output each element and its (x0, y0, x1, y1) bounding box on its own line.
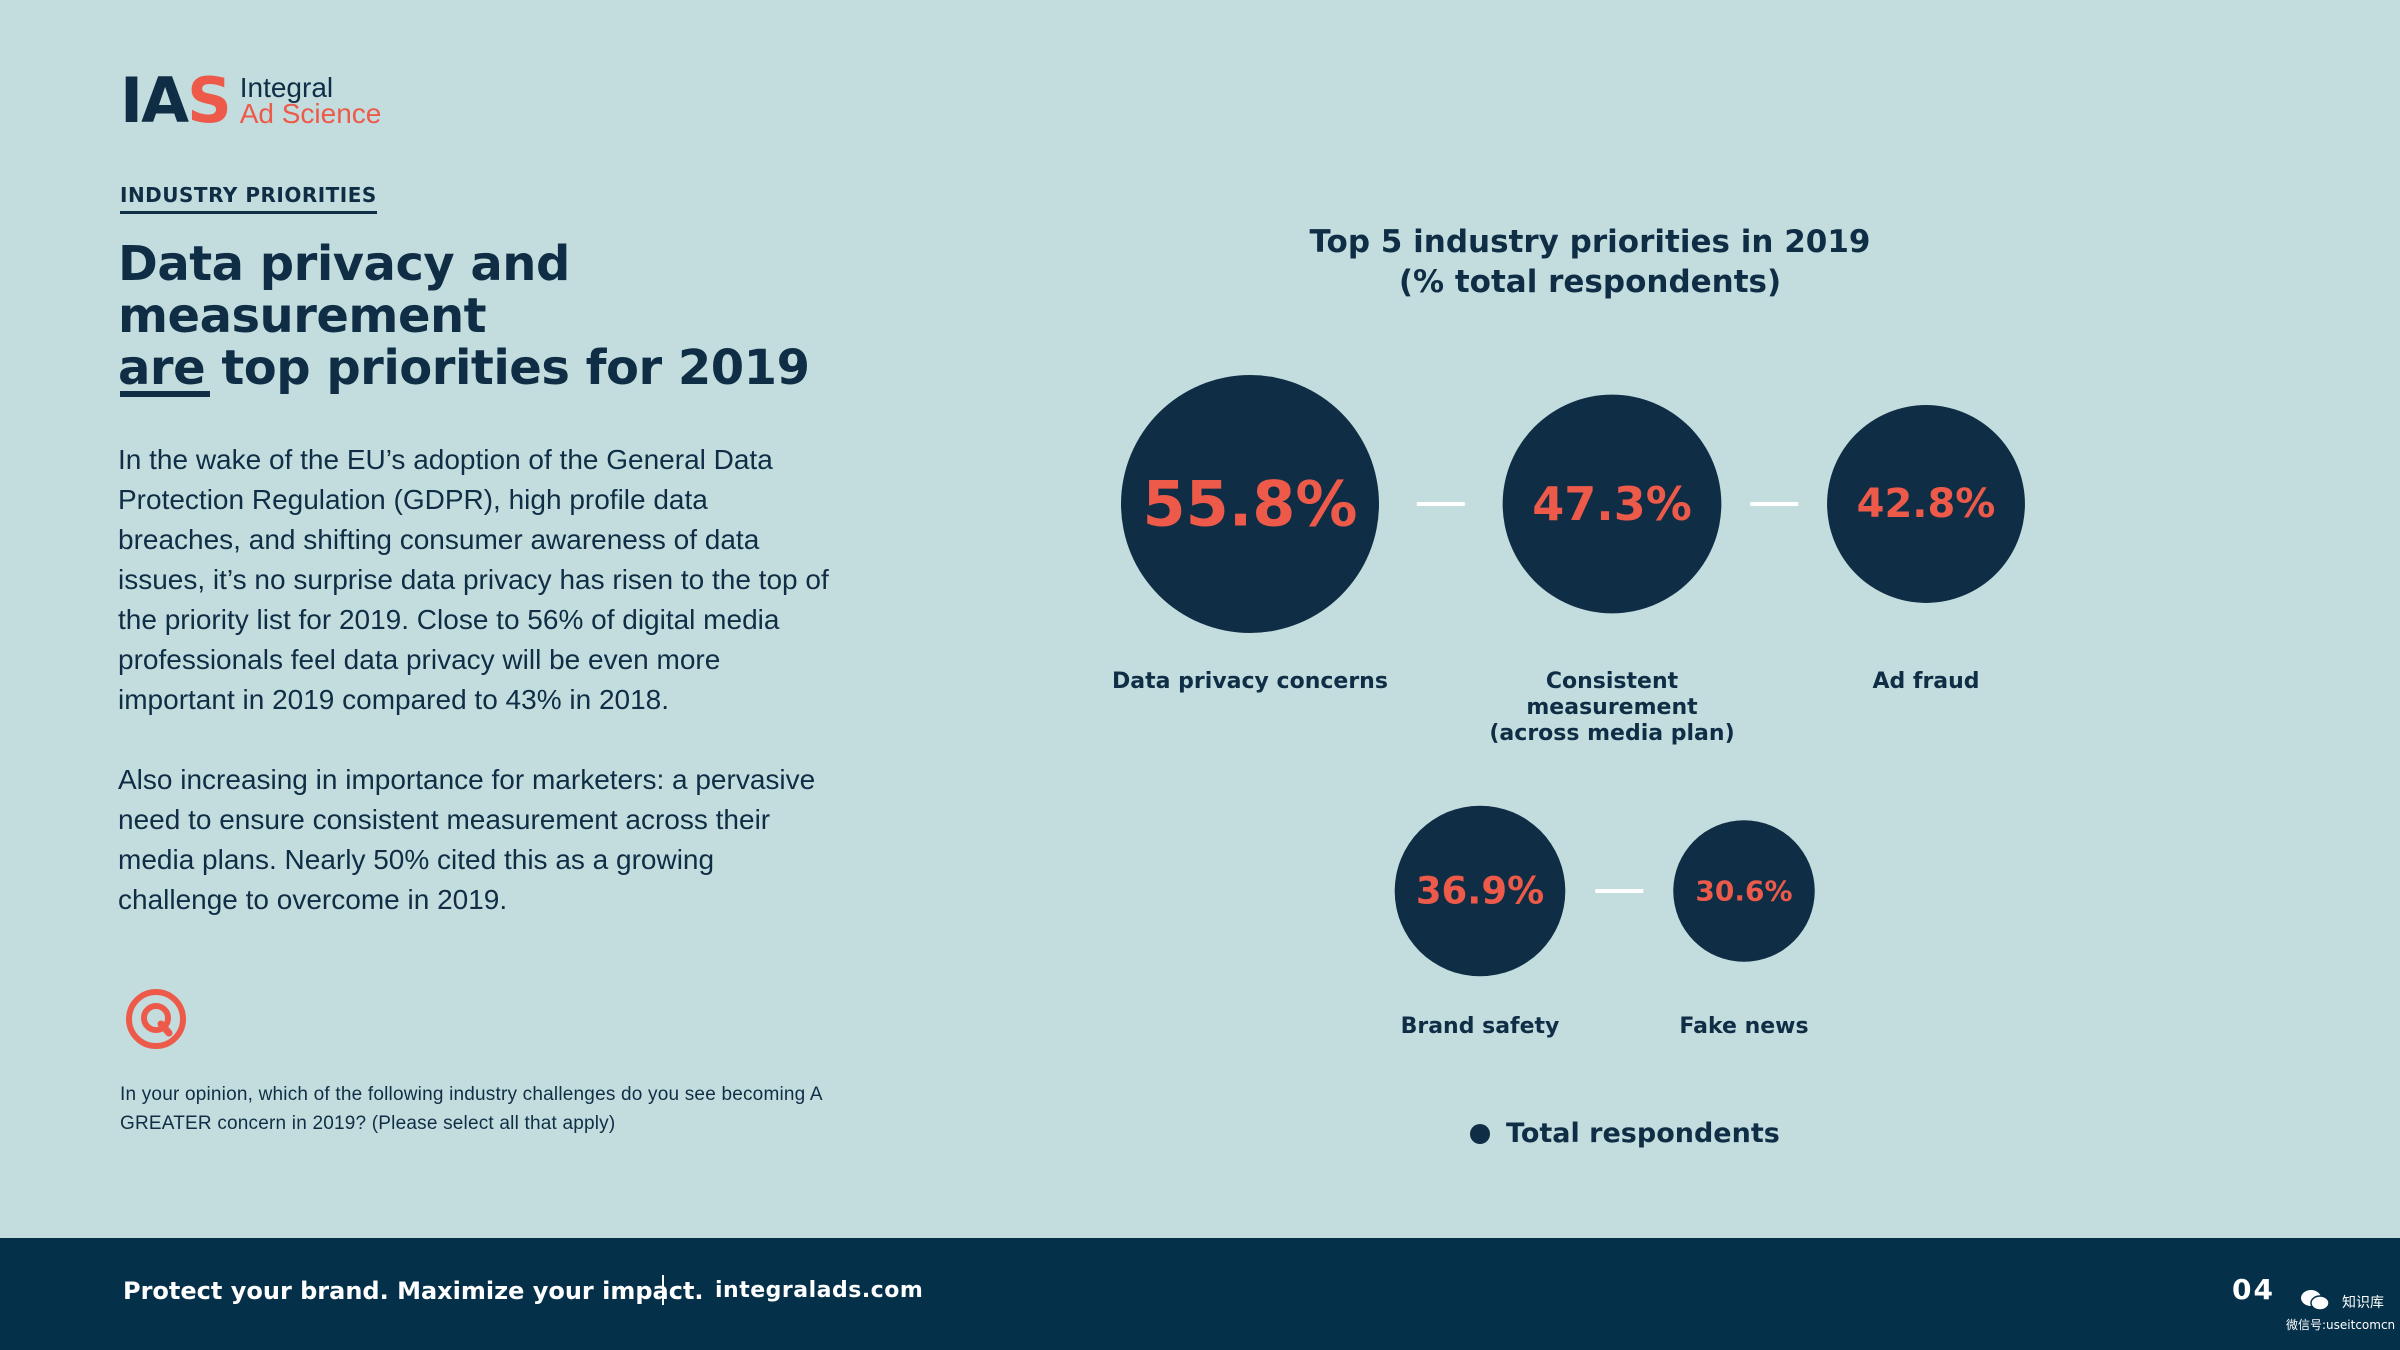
legend-marker (1470, 1123, 1490, 1144)
logo-line-1: Integral (239, 72, 334, 103)
body-paragraph-2: Also increasing in importance for market… (118, 764, 816, 915)
bubble-value-5: 30.6% (1695, 875, 1792, 908)
bubble-3 (1827, 405, 2025, 603)
bubble-4 (1394, 805, 1566, 977)
bubble-chart: 55.8% Data privacy concerns 47.3% Consisten… (1112, 375, 2025, 1039)
bubble-value-2: 47.3% (1532, 477, 1692, 531)
bubble-label-2: Consistent measurement (across media plan) (1489, 669, 1734, 746)
brand-logo: IAS Integral Ad Science (120, 70, 381, 132)
bubble-label-4: Brand safety (1401, 1014, 1560, 1039)
bubble-label-3: Ad fraud (1872, 669, 1979, 694)
footer-tagline: Protect your brand. Maximize your impact… (123, 1277, 704, 1305)
watermark-id: 微信号:useitcomcn (2286, 1318, 2396, 1332)
bubble-2 (1502, 394, 1722, 614)
q-circle-icon (126, 989, 186, 1049)
chart-title-main: Top 5 industry priorities in 2019 (1309, 224, 1871, 260)
bubble-value-4: 36.9% (1416, 870, 1544, 913)
logo-mark: IAS (120, 64, 232, 137)
body-paragraph-1: In the wake of the EU’s adoption of the … (118, 444, 829, 715)
chart-title: Top 5 industry priorities in 2019 (% tot… (1240, 222, 1940, 302)
title-line-2: are top priorities for 2019 (118, 340, 810, 396)
bubble-label-5: Fake news (1679, 1014, 1808, 1039)
bubble-value-3: 42.8% (1857, 481, 1996, 527)
footer-divider (662, 1275, 664, 1305)
bubble-value-1: 55.8% (1142, 468, 1357, 541)
footer-bar: Protect your brand. Maximize your impact… (0, 1238, 2400, 1350)
page-number: 04 (2232, 1273, 2275, 1306)
page-title: Data privacy and measurement are top pri… (118, 238, 938, 394)
website-link[interactable]: integralads.com (715, 1278, 924, 1303)
title-line-1: Data privacy and measurement (118, 236, 570, 344)
bubble-label-1: Data privacy concerns (1112, 669, 1388, 694)
legend-label: Total respondents (1506, 1118, 1780, 1149)
title-divider (120, 391, 210, 397)
bubble-5 (1673, 820, 1815, 962)
survey-question: In your opinion, which of the following … (120, 1084, 822, 1134)
watermark-name: 知识库 (2342, 1295, 2384, 1311)
logo-wordmark: Integral Ad Science (239, 72, 382, 129)
chart-subtitle: (% total respondents) (1398, 264, 1782, 300)
wechat-icon (2301, 1290, 2330, 1311)
chart-legend: Total respondents (1470, 1118, 1780, 1149)
section-label: INDUSTRY PRIORITIES (120, 183, 377, 214)
logo-line-2: Ad Science (239, 98, 382, 129)
bubble-1 (1121, 375, 1379, 633)
